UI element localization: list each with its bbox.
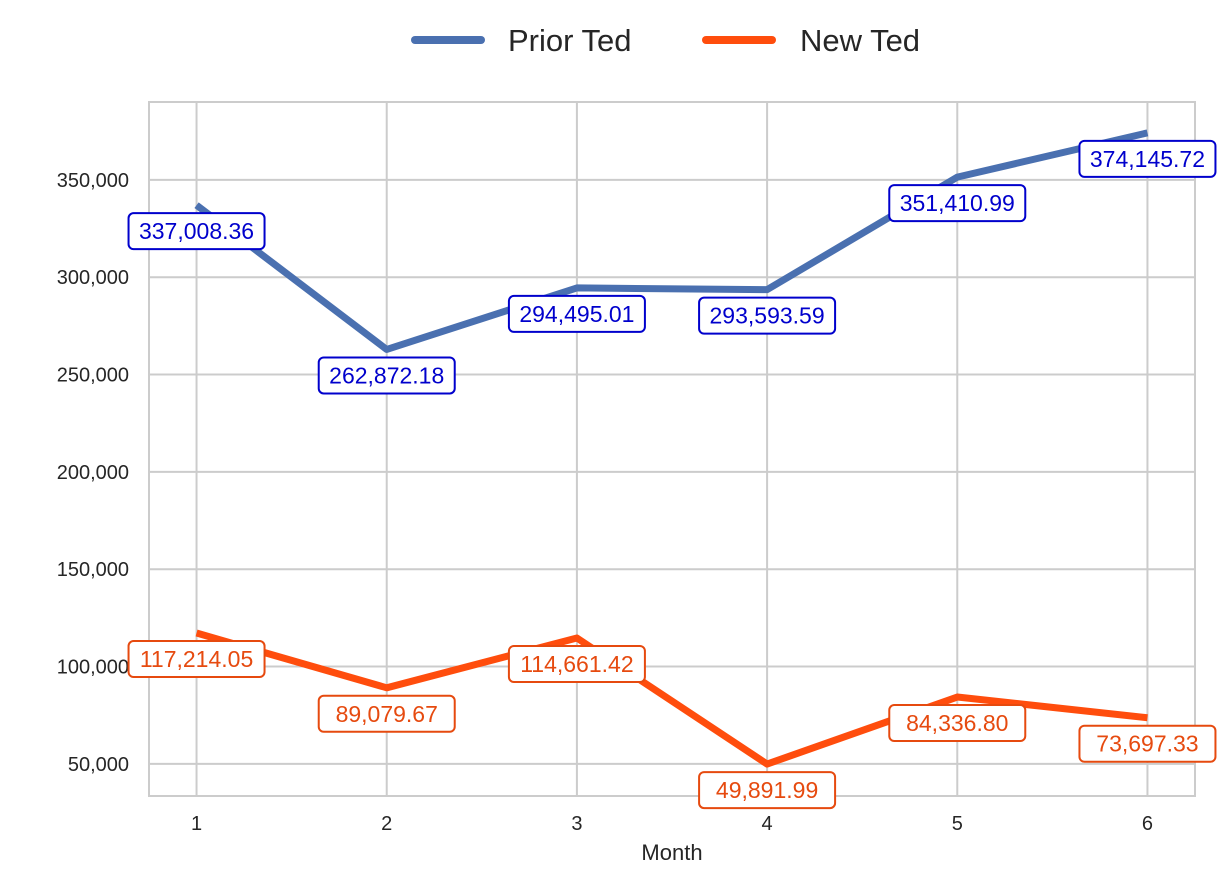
x-tick-label: 6 bbox=[1142, 813, 1153, 835]
data-label: 293,593.59 bbox=[710, 303, 825, 329]
x-axis-ticks: 1 2 3 4 5 6 bbox=[191, 813, 1153, 835]
series-line-prior-ted bbox=[194, 129, 1149, 353]
data-label-box bbox=[888, 184, 1027, 223]
legend-label-prior-ted: Prior Ted bbox=[508, 23, 632, 58]
legend-label-new-ted: New Ted bbox=[800, 23, 920, 58]
y-tick-label: 250,000 bbox=[57, 365, 129, 387]
data-label-box bbox=[1078, 724, 1217, 763]
grid bbox=[149, 102, 1195, 796]
x-tick-label: 1 bbox=[191, 813, 202, 835]
x-tick-label: 2 bbox=[381, 813, 392, 835]
data-label: 117,214.05 bbox=[140, 646, 253, 672]
data-label-box bbox=[888, 704, 1027, 743]
data-label-box bbox=[317, 694, 456, 733]
data-label: 49,891.99 bbox=[716, 777, 818, 803]
data-label-box bbox=[698, 296, 837, 335]
data-label-box bbox=[127, 212, 266, 251]
series-lines bbox=[194, 129, 1149, 768]
data-label: 114,661.42 bbox=[520, 651, 633, 677]
series-line-new-ted bbox=[195, 629, 1148, 768]
x-tick-label: 4 bbox=[762, 813, 773, 835]
data-label-box bbox=[127, 640, 266, 679]
y-tick-label: 350,000 bbox=[57, 170, 129, 192]
y-tick-label: 300,000 bbox=[57, 267, 129, 289]
x-tick-label: 3 bbox=[571, 813, 582, 835]
data-label-box bbox=[1078, 139, 1217, 178]
data-label-box bbox=[698, 771, 837, 810]
data-label: 262,872.18 bbox=[329, 362, 444, 388]
data-label: 294,495.01 bbox=[519, 301, 634, 327]
plot-area-frame bbox=[148, 101, 1196, 797]
y-tick-label: 200,000 bbox=[57, 462, 129, 484]
x-axis-title: Month bbox=[641, 840, 702, 865]
data-label: 374,145.72 bbox=[1090, 146, 1205, 172]
data-label: 337,008.36 bbox=[139, 218, 254, 244]
data-labels: 337,008.36 262,872.18 294,495.01 293,593.59… bbox=[127, 139, 1217, 810]
data-label-box bbox=[317, 356, 456, 395]
y-tick-label: 50,000 bbox=[68, 754, 129, 776]
data-label-box bbox=[507, 645, 646, 684]
data-label: 84,336.80 bbox=[906, 710, 1008, 736]
data-label: 89,079.67 bbox=[336, 701, 438, 727]
data-label: 73,697.33 bbox=[1096, 731, 1198, 757]
data-label: 351,410.99 bbox=[900, 190, 1015, 216]
x-tick-label: 5 bbox=[952, 813, 963, 835]
legend: Prior Ted New Ted bbox=[411, 23, 920, 58]
y-axis-ticks: 50,000 100,000 150,000 200,000 250,000 300,00… bbox=[57, 170, 129, 776]
data-label-box bbox=[507, 294, 646, 333]
y-tick-label: 150,000 bbox=[57, 559, 129, 581]
y-tick-label: 100,000 bbox=[57, 657, 129, 679]
